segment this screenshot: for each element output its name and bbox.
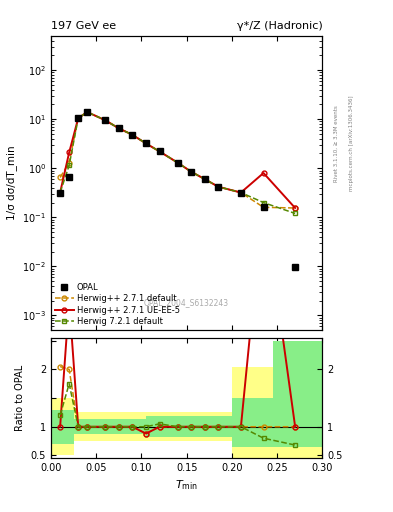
Y-axis label: 1/σ dσ/dT_min: 1/σ dσ/dT_min xyxy=(6,146,17,220)
Y-axis label: Ratio to OPAL: Ratio to OPAL xyxy=(15,365,25,431)
Text: γ*/Z (Hadronic): γ*/Z (Hadronic) xyxy=(237,22,322,31)
X-axis label: $T_\mathrm{min}$: $T_\mathrm{min}$ xyxy=(175,479,198,493)
Text: 197 GeV ee: 197 GeV ee xyxy=(51,22,116,31)
Legend: OPAL, Herwig++ 2.7.1 default, Herwig++ 2.7.1 UE-EE-5, Herwig 7.2.1 default: OPAL, Herwig++ 2.7.1 default, Herwig++ 2… xyxy=(55,283,180,326)
Text: mcplots.cern.ch [arXiv:1306.3436]: mcplots.cern.ch [arXiv:1306.3436] xyxy=(349,96,354,191)
Text: Rivet 3.1.10, ≥ 3.3M events: Rivet 3.1.10, ≥ 3.3M events xyxy=(334,105,338,182)
Text: OPAL_2004_S6132243: OPAL_2004_S6132243 xyxy=(144,297,229,307)
